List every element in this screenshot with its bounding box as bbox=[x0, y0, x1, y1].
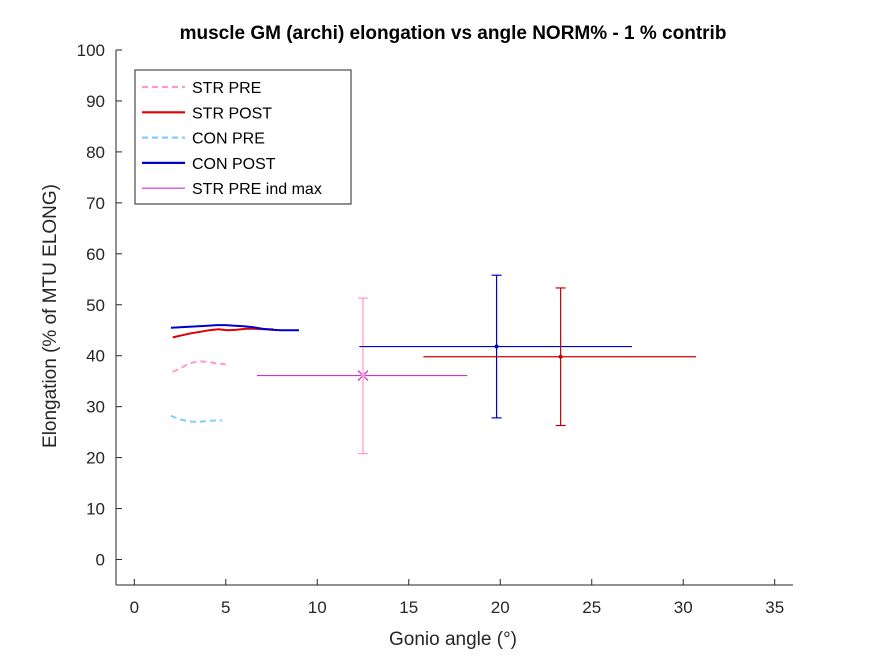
y-tick-label: 10 bbox=[86, 500, 105, 519]
legend-label: STR PRE ind max bbox=[192, 181, 322, 198]
x-tick-label: 0 bbox=[130, 598, 139, 617]
y-tick-label: 90 bbox=[86, 92, 105, 111]
error-point bbox=[423, 287, 697, 427]
y-tick-label: 20 bbox=[86, 449, 105, 468]
x-axis-label: Gonio angle (°) bbox=[389, 629, 517, 650]
legend-label: CON POST bbox=[192, 156, 276, 173]
legend-box bbox=[134, 69, 352, 205]
legend-label: CON PRE bbox=[192, 131, 265, 148]
error-point bbox=[359, 274, 632, 419]
y-tick-label: 70 bbox=[86, 194, 105, 213]
legend-item: STR PRE ind max bbox=[142, 181, 322, 198]
series-line-con-post bbox=[170, 324, 299, 332]
axes bbox=[115, 49, 793, 586]
x-tick-labels: 0 5 10 15 20 25 30 35 bbox=[130, 598, 785, 617]
x-tick-label: 10 bbox=[308, 598, 327, 617]
y-tick-label: 50 bbox=[86, 296, 105, 315]
x-tick-label: 25 bbox=[582, 598, 601, 617]
legend: STR PRE STR POST CON PRE CON POST STR PRE in… bbox=[134, 69, 352, 205]
x-tick-label: 35 bbox=[765, 598, 784, 617]
x-tick-label: 15 bbox=[399, 598, 418, 617]
error-point bbox=[358, 297, 369, 455]
x-tick-label: 20 bbox=[491, 598, 510, 617]
y-tick-label: 40 bbox=[86, 347, 105, 366]
y-tick-label: 30 bbox=[86, 398, 105, 417]
legend-item: CON PRE bbox=[142, 131, 265, 148]
error-point-dot bbox=[494, 344, 499, 349]
y-tick-label: 0 bbox=[96, 551, 105, 570]
chart-title: muscle GM (archi) elongation vs angle NO… bbox=[180, 23, 727, 44]
x-tick-label: 30 bbox=[674, 598, 693, 617]
legend-label: STR POST bbox=[192, 105, 272, 122]
y-tick-labels: 0 10 20 30 40 50 60 70 80 90 100 bbox=[77, 41, 105, 570]
legend-label: STR PRE bbox=[192, 80, 261, 97]
x-tick-label: 5 bbox=[221, 598, 230, 617]
legend-item: CON POST bbox=[142, 156, 276, 173]
plot-area bbox=[170, 274, 697, 455]
legend-item: STR PRE bbox=[142, 80, 261, 97]
legend-item: STR POST bbox=[142, 105, 272, 122]
series-line-str-post bbox=[172, 327, 274, 339]
error-point-dot bbox=[361, 373, 366, 378]
error-point-dot bbox=[558, 354, 563, 359]
y-tick-label: 100 bbox=[77, 41, 105, 60]
y-tick-label: 60 bbox=[86, 245, 105, 264]
y-tick-label: 80 bbox=[86, 143, 105, 162]
y-axis-label: Elongation (% of MTU ELONG) bbox=[40, 184, 61, 448]
